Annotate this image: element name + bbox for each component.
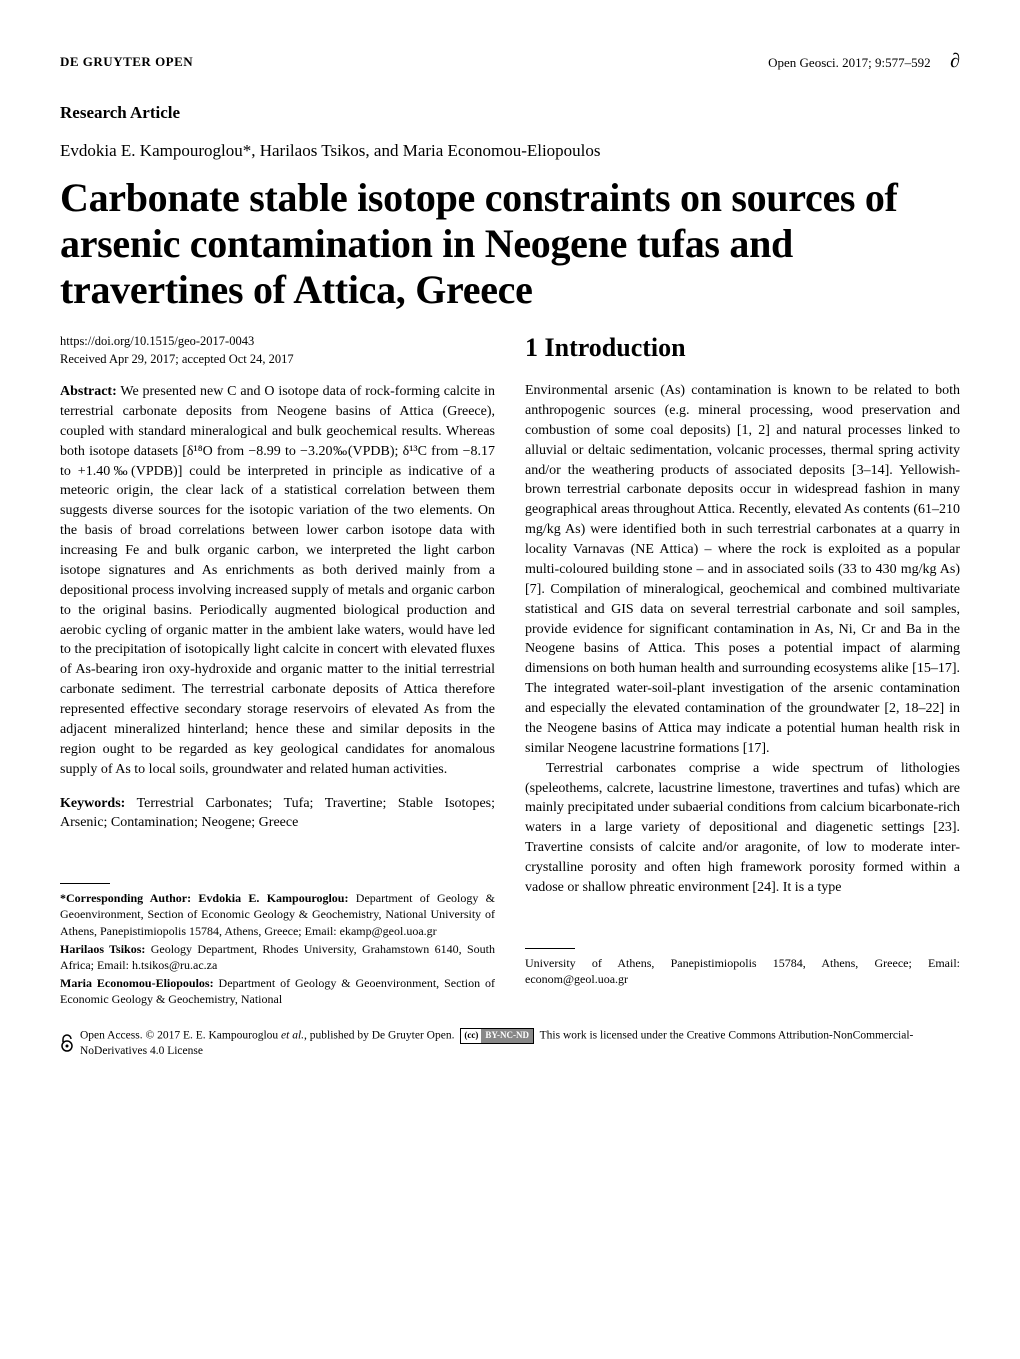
intro-para-2: Terrestrial carbonates comprise a wide s… [525, 759, 960, 898]
footnotes-right: University of Athens, Panepistimiopolis … [525, 955, 960, 987]
abstract-body: We presented new C and O isotope data of… [60, 384, 495, 777]
received-dates: Received Apr 29, 2017; accepted Oct 24, … [60, 352, 294, 366]
footer-text: Open Access. © 2017 E. E. Kampouroglou e… [80, 1028, 960, 1059]
doi-link[interactable]: https://doi.org/10.1515/geo-2017-0043 [60, 334, 254, 348]
keywords-body: Terrestrial Carbonates; Tufa; Travertine… [60, 796, 495, 831]
open-access-icon: ∂ [950, 50, 960, 72]
journal-reference: Open Geosci. 2017; 9:577–592 [768, 55, 930, 70]
open-access-lock-icon [60, 1034, 74, 1052]
cc-badge-left: (cc) [461, 1029, 481, 1043]
page-footer: Open Access. © 2017 E. E. Kampouroglou e… [60, 1028, 960, 1059]
footnote-separator-right [525, 948, 575, 949]
footnotes-left: *Corresponding Author: Evdokia E. Kampou… [60, 890, 495, 1007]
authors-line: Evdokia E. Kampouroglou*, Harilaos Tsiko… [60, 141, 960, 161]
article-type: Research Article [60, 103, 960, 123]
abstract-label: Abstract: [60, 384, 117, 399]
doi-block: https://doi.org/10.1515/geo-2017-0043 Re… [60, 333, 495, 368]
author2-label: Harilaos Tsikos: [60, 942, 145, 956]
publisher-name: DE GRUYTER OPEN [60, 54, 193, 70]
footer-text-a: Open Access. © 2017 E. E. Kampouroglou [80, 1029, 281, 1041]
section-1-heading: 1 Introduction [525, 333, 960, 363]
cc-badge-right: BY-NC-ND [481, 1029, 533, 1043]
left-column: https://doi.org/10.1515/geo-2017-0043 Re… [60, 333, 495, 1010]
abstract: Abstract: We presented new C and O isoto… [60, 382, 495, 780]
author3-label: Maria Economou-Eliopoulos: [60, 976, 214, 990]
article-title: Carbonate stable isotope constraints on … [60, 175, 960, 313]
cc-license-badge: (cc)BY-NC-ND [460, 1028, 534, 1044]
intro-para-1: Environmental arsenic (As) contamination… [525, 381, 960, 759]
header-right: Open Geosci. 2017; 9:577–592 ∂ [768, 50, 960, 73]
page-header: DE GRUYTER OPEN Open Geosci. 2017; 9:577… [60, 50, 960, 73]
keywords: Keywords: Terrestrial Carbonates; Tufa; … [60, 794, 495, 834]
footnote-separator [60, 883, 110, 884]
author3-continuation: University of Athens, Panepistimiopolis … [525, 955, 960, 987]
two-column-layout: https://doi.org/10.1515/geo-2017-0043 Re… [60, 333, 960, 1010]
footer-text-c: , published by De Gruyter Open. [304, 1029, 454, 1041]
footer-text-b: et al. [281, 1029, 304, 1041]
corresponding-author-label: *Corresponding Author: Evdokia E. Kampou… [60, 891, 348, 905]
right-column: 1 Introduction Environmental arsenic (As… [525, 333, 960, 1010]
keywords-label: Keywords: [60, 796, 125, 811]
